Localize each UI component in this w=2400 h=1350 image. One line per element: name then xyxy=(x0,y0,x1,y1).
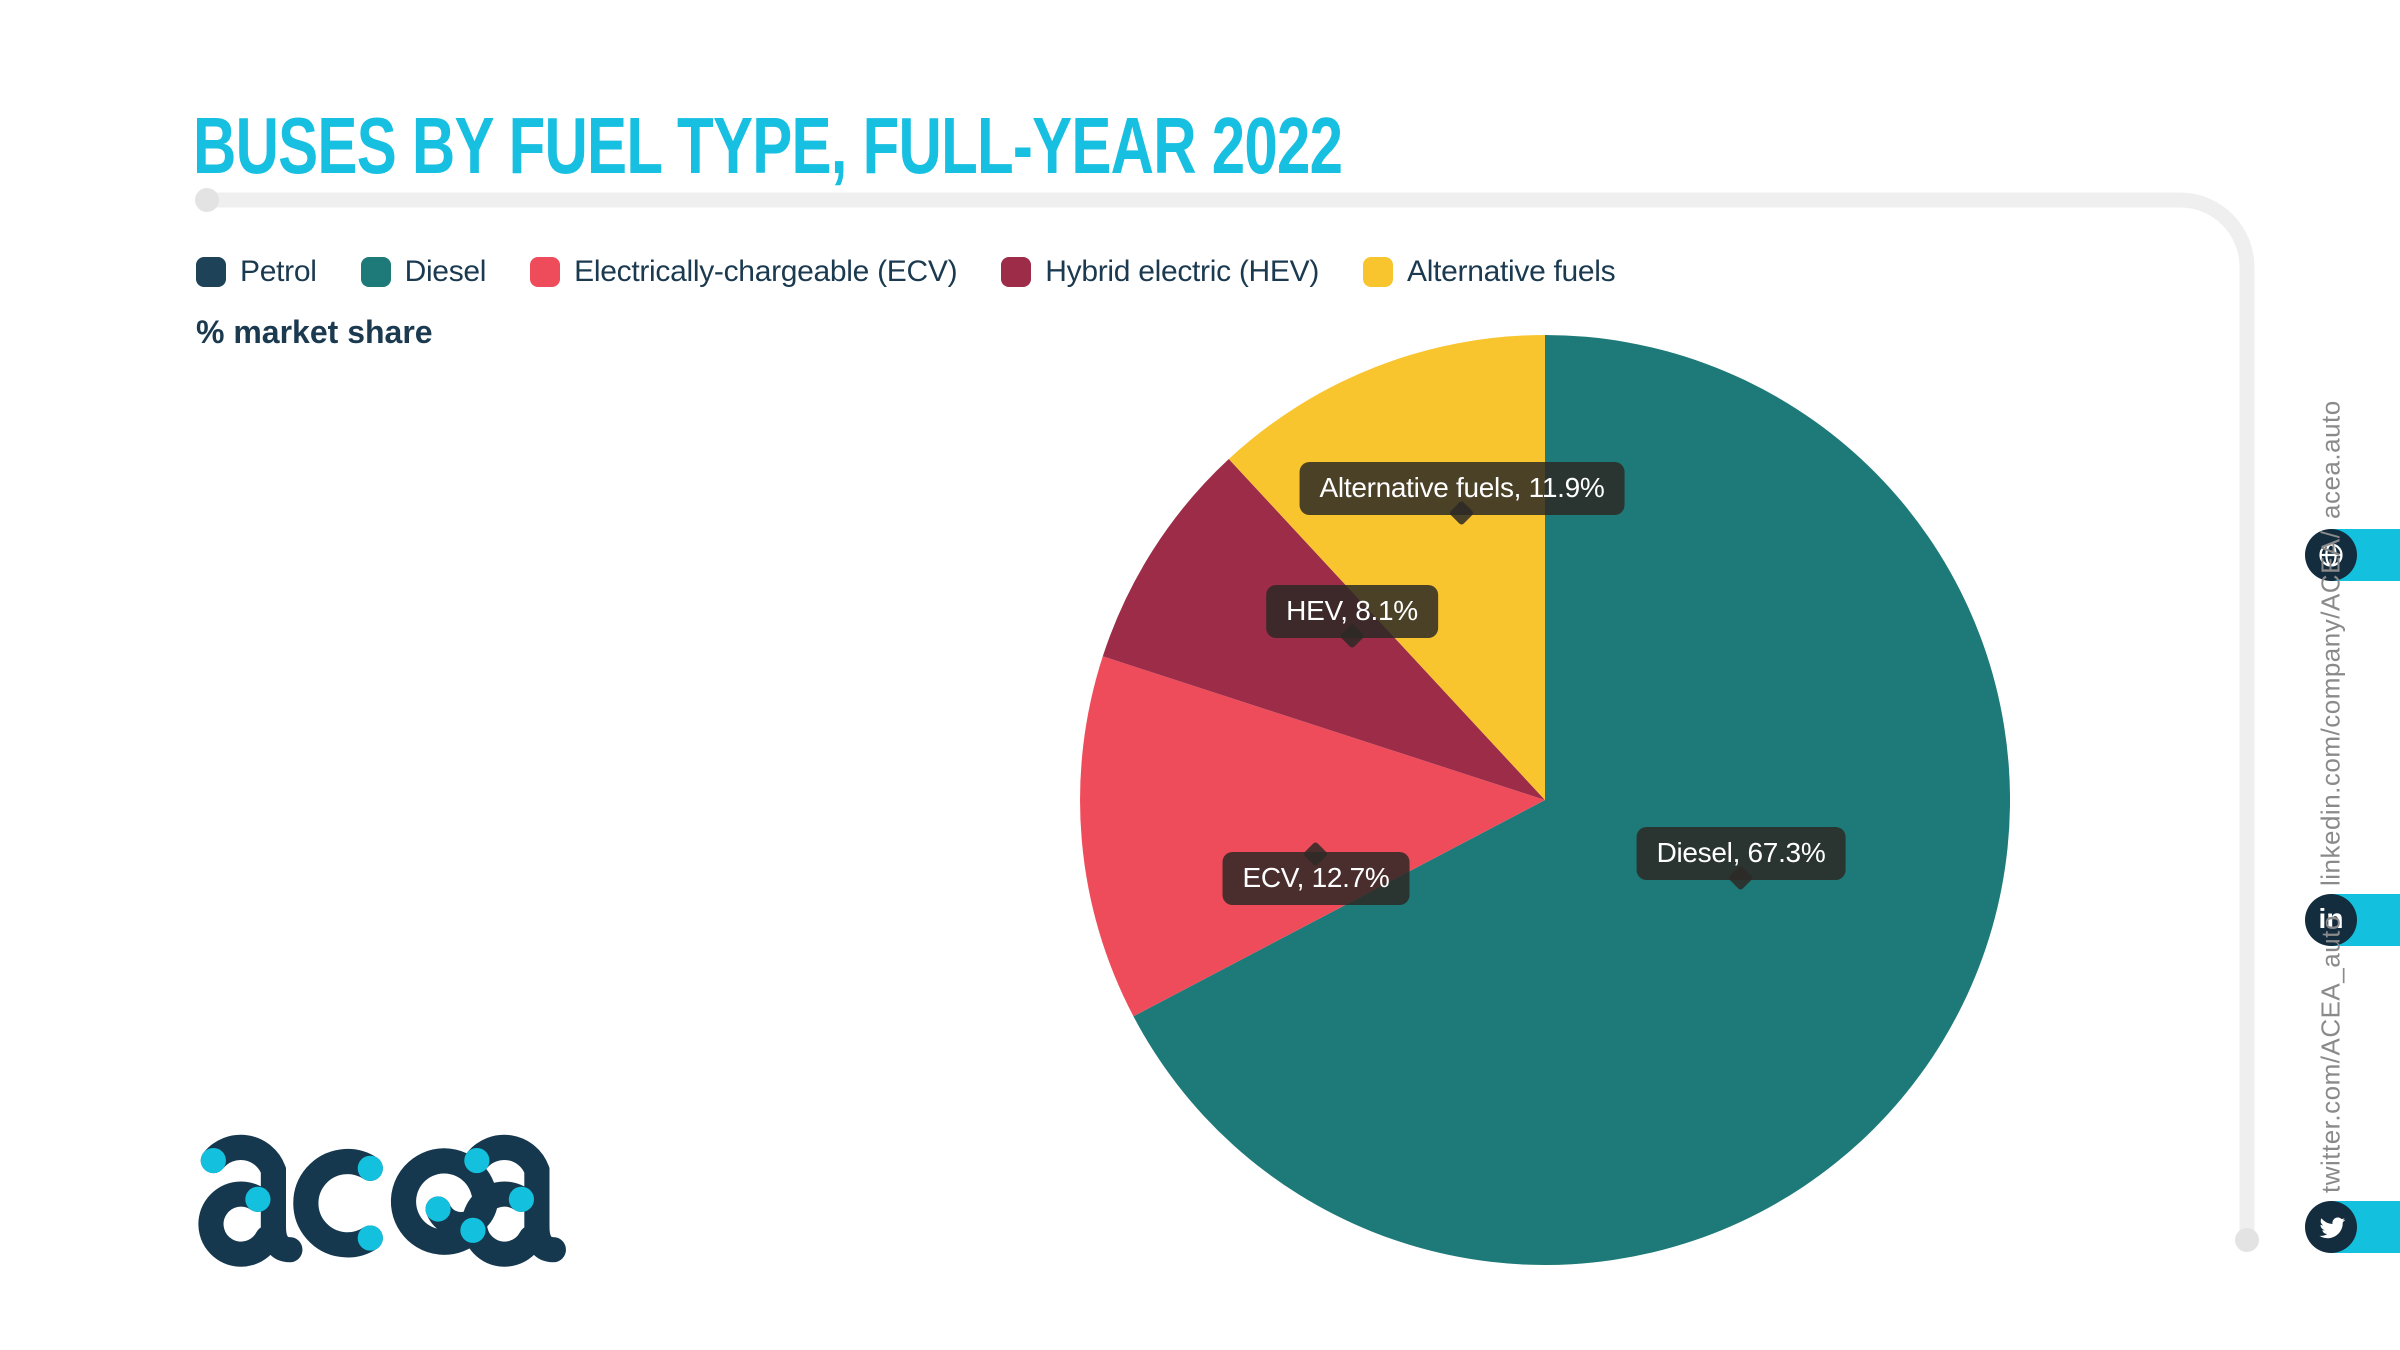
pie-chart xyxy=(1080,335,2010,1265)
legend-item-petrol[interactable]: Petrol xyxy=(196,255,317,289)
legend: Petrol Diesel Electrically-chargeable (ECV… xyxy=(196,255,1616,289)
chart-unit-label: % market share xyxy=(196,314,433,350)
linkedin-link-button[interactable]: in xyxy=(2305,894,2357,946)
twitter-link-label[interactable]: twitter.com/ACEA_auto xyxy=(2315,915,2346,1193)
legend-label: Alternative fuels xyxy=(1407,255,1616,288)
callout-hev: HEV, 8.1% xyxy=(1266,585,1438,638)
twitter-icon xyxy=(2319,1217,2346,1239)
globe-icon xyxy=(2319,543,2343,567)
frame-cap-left xyxy=(195,188,219,212)
legend-chip xyxy=(196,257,226,287)
legend-label: Diesel xyxy=(404,255,487,288)
legend-label: Electrically-chargeable (ECV) xyxy=(574,255,958,288)
legend-item-electrically-chargeable-ecv-[interactable]: Electrically-chargeable (ECV) xyxy=(530,255,958,289)
callout-diesel: Diesel, 67.3% xyxy=(1636,827,1846,880)
legend-label: Hybrid electric (HEV) xyxy=(1045,255,1320,288)
pie-slice-alternative-fuels[interactable] xyxy=(1228,335,1545,800)
legend-item-alternative-fuels[interactable]: Alternative fuels xyxy=(1363,255,1616,289)
legend-chip xyxy=(360,257,391,287)
callout-alternative-fuels: Alternative fuels, 11.9% xyxy=(1299,462,1625,515)
linkedin-icon: in xyxy=(2318,902,2344,934)
website-link-button[interactable] xyxy=(2305,529,2357,581)
legend-item-hybrid-electric-hev-[interactable]: Hybrid electric (HEV) xyxy=(1001,255,1319,289)
website-link-label[interactable]: acea.auto xyxy=(2315,400,2346,519)
linkedin-link-label[interactable]: linkedin.com/company/ACEA/ xyxy=(2315,530,2346,886)
pie-slice-diesel[interactable] xyxy=(1133,335,2010,1265)
callout-ecv: ECV, 12.7% xyxy=(1222,852,1410,905)
legend-chip xyxy=(1001,257,1032,287)
page-title: BUSES BY FUEL TYPE, FULL-YEAR 2022 xyxy=(193,101,1343,190)
acea-logo xyxy=(198,1134,566,1267)
legend-chip xyxy=(530,257,561,287)
legend-label: Petrol xyxy=(240,255,317,288)
legend-chip xyxy=(1363,257,1394,287)
legend-item-diesel[interactable]: Diesel xyxy=(360,255,487,289)
frame-cap-bottom xyxy=(2235,1228,2259,1252)
pie-slice-ecv[interactable] xyxy=(1080,656,1545,1017)
twitter-link-button[interactable] xyxy=(2305,1201,2357,1253)
